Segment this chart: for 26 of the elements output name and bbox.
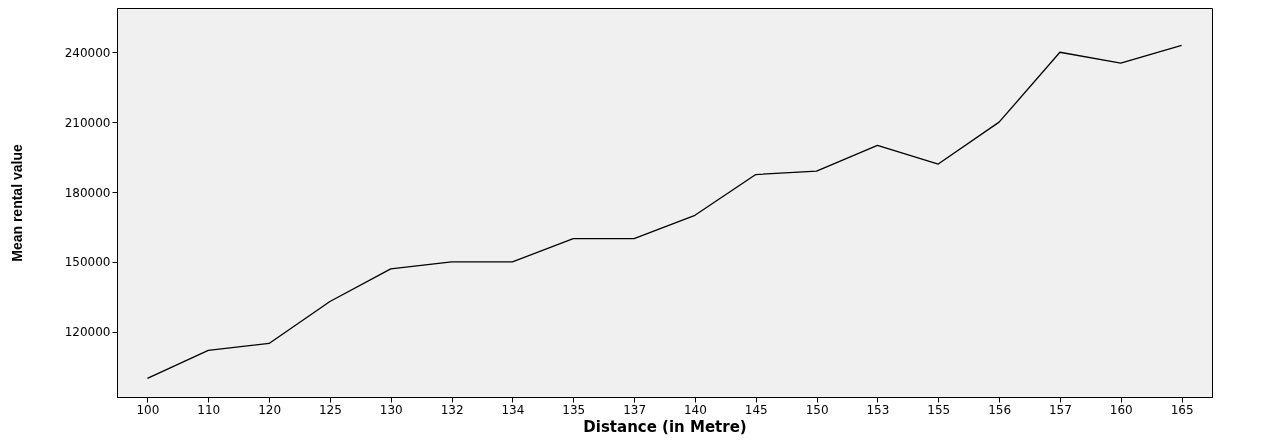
x-axis-title: Distance (in Metre) — [583, 417, 747, 436]
line-series — [146, 44, 1183, 380]
y-tick-label: 120000 — [64, 325, 111, 340]
x-tick-label: 140 — [683, 402, 707, 417]
y-tick-label: 210000 — [64, 115, 111, 130]
x-tick-label: 134 — [501, 402, 525, 417]
y-tick-label: 150000 — [64, 255, 111, 270]
x-tick-label: 160 — [1109, 402, 1133, 417]
x-tick-label: 120 — [258, 402, 282, 417]
x-tick-label: 100 — [136, 402, 160, 417]
x-tick-label: 130 — [379, 402, 403, 417]
x-tick-label: 153 — [866, 402, 890, 417]
x-tick-label: 125 — [318, 402, 342, 417]
x-tick-label: 155 — [927, 402, 951, 417]
y-tick-label: 240000 — [64, 45, 111, 60]
y-tick-label: 180000 — [64, 185, 111, 200]
x-tick-label: 145 — [744, 402, 768, 417]
x-tick-label: 157 — [1048, 402, 1072, 417]
x-tick-label: 150 — [805, 402, 829, 417]
x-tick-label: 156 — [988, 402, 1012, 417]
x-tick-label: 135 — [562, 402, 586, 417]
x-tick-label: 137 — [623, 402, 647, 417]
x-tick-label: 132 — [440, 402, 464, 417]
x-tick-label: 110 — [197, 402, 221, 417]
y-axis-title: Mean rental value — [8, 144, 25, 262]
x-tick-label: 165 — [1170, 402, 1194, 417]
